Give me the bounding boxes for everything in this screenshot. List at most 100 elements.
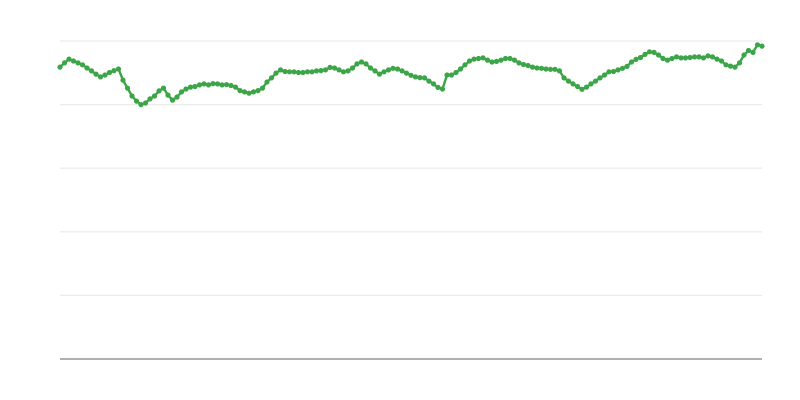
- data-point-dot: [214, 81, 221, 87]
- data-point-dot: [363, 61, 369, 67]
- data-point-dot: [408, 72, 414, 78]
- data-point-dot: [511, 57, 518, 63]
- data-point-dot: [718, 58, 725, 64]
- data-point-dot: [165, 92, 171, 98]
- data-point-dot: [318, 68, 324, 74]
- data-point-dot: [354, 61, 360, 67]
- data-point-dot: [453, 69, 459, 76]
- data-point-dot: [507, 55, 513, 62]
- data-point-dot: [421, 75, 428, 81]
- data-point-dot: [313, 68, 320, 74]
- data-point-dot: [300, 69, 306, 76]
- data-point-dot: [745, 47, 752, 54]
- data-point-dot: [633, 56, 639, 63]
- data-point-dot: [534, 65, 540, 71]
- data-point-dot: [705, 53, 711, 59]
- data-point-dot: [376, 71, 383, 77]
- data-point-dot: [246, 90, 252, 96]
- data-point-dot: [273, 70, 279, 76]
- data-point-dot: [592, 78, 599, 84]
- data-point-dot: [111, 68, 117, 74]
- data-point-dot: [682, 55, 689, 61]
- data-point-dot: [529, 64, 536, 70]
- data-point-dot: [619, 65, 626, 71]
- data-point-dot: [169, 97, 176, 103]
- data-point-dot: [498, 57, 504, 63]
- data-point-dot: [444, 72, 450, 78]
- data-point-dot: [493, 58, 500, 64]
- data-point-dot: [435, 84, 441, 90]
- data-point-dot: [115, 66, 122, 72]
- data-point-dot: [480, 55, 486, 61]
- data-point-dot: [660, 55, 666, 62]
- data-point-dot: [696, 54, 702, 60]
- data-point-dot: [651, 49, 657, 56]
- data-point-dot: [156, 88, 162, 94]
- data-point-dot: [358, 59, 365, 65]
- horizontal-gridlines: [60, 40, 762, 297]
- data-point-dot: [538, 65, 545, 71]
- data-point-dot: [205, 82, 212, 88]
- data-point-dot: [655, 52, 662, 58]
- data-point-dot: [268, 75, 275, 81]
- data-point-dot: [687, 54, 693, 61]
- data-point-dot: [601, 72, 608, 78]
- data-point-dot: [556, 68, 563, 74]
- data-point-dot: [525, 62, 531, 69]
- data-point-dot: [466, 58, 473, 64]
- data-point-dot: [93, 71, 99, 77]
- data-point-dot: [70, 58, 77, 64]
- data-point-dot: [237, 88, 243, 94]
- data-point-dot: [669, 55, 675, 62]
- data-point-dot: [606, 69, 612, 75]
- data-point-dot: [241, 89, 248, 95]
- data-point-dot: [295, 69, 302, 76]
- data-point-dot: [727, 63, 734, 69]
- data-point-dot: [615, 67, 621, 73]
- data-point-dot: [331, 65, 338, 71]
- data-point-dot: [475, 55, 482, 62]
- data-point-dot: [336, 67, 342, 73]
- data-point-dot: [403, 70, 410, 76]
- data-point-dot: [250, 89, 257, 95]
- data-point-dot: [561, 75, 567, 81]
- data-point-dot: [174, 94, 180, 100]
- data-point-dot: [390, 65, 396, 71]
- data-point-dot: [309, 69, 315, 75]
- data-point-dot: [543, 66, 549, 72]
- data-point-dot: [588, 81, 594, 87]
- data-point-dot: [732, 64, 738, 70]
- data-point-dot: [741, 52, 747, 58]
- data-point-dot: [183, 86, 189, 92]
- data-point-dot: [628, 59, 635, 65]
- data-point-dot: [196, 82, 203, 88]
- data-point-dot: [417, 75, 423, 81]
- data-point-dot: [106, 69, 113, 76]
- data-point-dot: [457, 66, 464, 72]
- data-point-dot: [462, 62, 468, 68]
- data-point-dot: [291, 69, 297, 75]
- data-point-dot: [232, 84, 239, 90]
- data-point-dot: [57, 64, 63, 70]
- data-point-dot: [322, 67, 329, 73]
- data-point-dot: [102, 72, 108, 78]
- data-point-dot: [255, 88, 261, 94]
- data-point-dot: [736, 60, 743, 66]
- data-point-dot: [345, 68, 351, 74]
- data-point-dot: [448, 72, 455, 78]
- data-point-dot: [502, 55, 509, 62]
- data-point-dot: [66, 56, 72, 62]
- data-point-dot: [759, 43, 765, 49]
- data-point-dot: [187, 84, 194, 90]
- data-point-dot: [412, 74, 419, 80]
- data-point-dot: [201, 81, 207, 87]
- data-point-dot: [399, 68, 405, 74]
- data-point-dot: [304, 69, 311, 75]
- data-point-dot: [700, 55, 707, 61]
- data-point-dot: [381, 69, 387, 75]
- data-point-dot: [489, 59, 495, 65]
- data-point-dot: [178, 89, 185, 95]
- data-point-dot: [228, 82, 234, 89]
- data-point-dot: [210, 81, 216, 87]
